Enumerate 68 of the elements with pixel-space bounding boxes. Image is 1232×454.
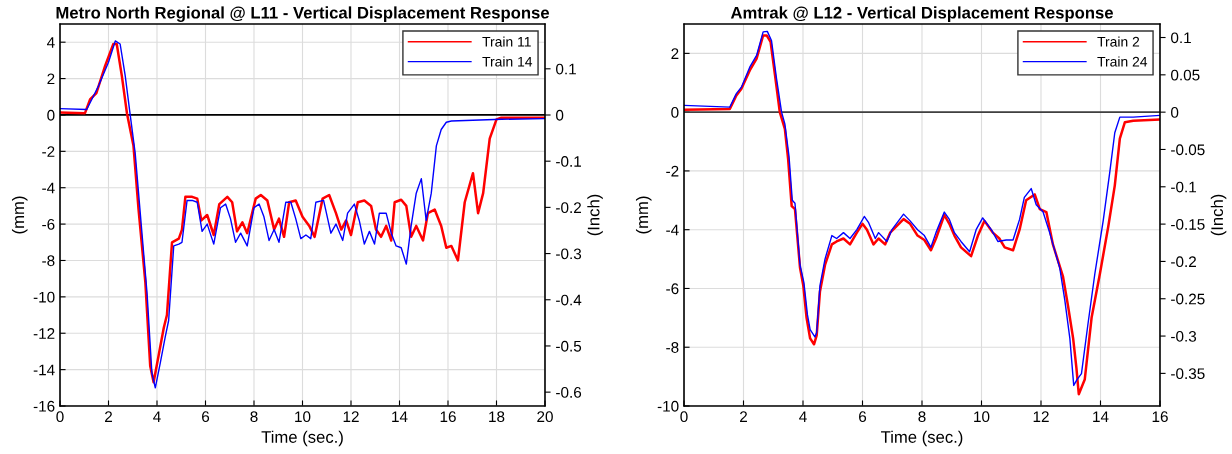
y-tick-label: -12	[33, 328, 55, 339]
x-tick-label: 8	[918, 411, 926, 423]
x-tick-label: 0	[56, 411, 64, 423]
y-tick-label: -8	[42, 255, 55, 267]
y-tick-label: 0	[47, 109, 55, 121]
legend-label: Train 11	[482, 36, 531, 47]
chart-title: Metro North Regional @ L11 - Vertical Displacement Response	[56, 6, 550, 22]
x-tick-label: 8	[250, 411, 258, 423]
x-tick-label: 12	[1033, 411, 1049, 422]
y2-tick-label: 0.1	[1171, 32, 1191, 44]
y2-tick-label: -0.3	[556, 248, 582, 260]
y2-tick-label: -0.1	[1171, 181, 1196, 193]
x-tick-label: 12	[343, 411, 359, 422]
y2-tick-label: -0.05	[1171, 144, 1205, 156]
y-tick-label: -2	[666, 165, 679, 177]
y2-tick-label: -0.4	[556, 294, 582, 306]
y2-tick-label: -0.1	[556, 156, 581, 167]
x-tick-label: 16	[1152, 411, 1168, 423]
y-axis-title: (mm)	[635, 196, 652, 234]
y2-tick-label: -0.5	[556, 340, 582, 352]
y2-tick-label: -0.6	[556, 387, 582, 398]
y-tick-label: -2	[42, 146, 55, 157]
y2-axis-title: (Inch)	[587, 194, 603, 236]
y-tick-label: -6	[666, 283, 679, 295]
x-tick-label: 18	[489, 411, 505, 423]
y2-tick-label: -0.25	[1171, 293, 1205, 305]
y-tick-label: -8	[666, 342, 679, 353]
x-tick-label: 10	[295, 411, 311, 423]
y-tick-label: -6	[42, 218, 55, 230]
legend-label: Train 14	[482, 56, 533, 67]
y2-tick-label: 0	[1171, 107, 1179, 118]
y2-tick-label: -0.35	[1171, 368, 1205, 380]
y-tick-label: -4	[42, 182, 55, 194]
y2-tick-label: 0	[556, 109, 564, 121]
y-tick-label: 2	[47, 73, 55, 85]
y-tick-label: -14	[33, 364, 55, 376]
legend-label: Train 24	[1097, 56, 1148, 67]
x-tick-label: 2	[740, 411, 747, 422]
x-tick-label: 14	[392, 411, 408, 422]
x-tick-label: 4	[153, 411, 161, 422]
y-tick-label: -10	[657, 400, 679, 412]
y-tick-label: 0	[671, 107, 679, 118]
y-tick-label: -16	[33, 400, 55, 412]
x-tick-label: 20	[537, 411, 553, 423]
x-tick-label: 4	[799, 411, 807, 422]
legend-label: Train 2	[1097, 36, 1140, 47]
y2-tick-label: -0.2	[556, 202, 581, 214]
x-tick-label: 6	[859, 411, 867, 423]
x-tick-label: 14	[1093, 411, 1109, 422]
y2-tick-label: -0.3	[1171, 330, 1197, 342]
y-tick-label: 4	[46, 37, 55, 48]
x-tick-label: 2	[105, 411, 112, 422]
chart-title: Amtrak @ L12 - Vertical Displacement Response	[730, 6, 1113, 22]
y-axis-title: (mm)	[11, 196, 28, 234]
y-tick-label: 2	[671, 48, 679, 59]
x-tick-label: 6	[202, 411, 210, 423]
y2-tick-label: -0.2	[1171, 256, 1196, 268]
x-axis-title: Time (sec.)	[881, 430, 963, 447]
y2-tick-label: 0.1	[556, 63, 576, 75]
y2-tick-label: -0.15	[1171, 218, 1205, 230]
x-axis-title: Time (sec.)	[261, 430, 343, 447]
x-tick-label: 0	[680, 411, 688, 423]
y2-axis-title: (Inch)	[1210, 194, 1227, 236]
y-tick-label: -4	[666, 224, 679, 236]
y2-tick-label: 0.05	[1171, 69, 1200, 81]
x-tick-label: 10	[974, 411, 990, 423]
x-tick-label: 16	[440, 411, 456, 423]
y-tick-label: -10	[33, 291, 55, 303]
